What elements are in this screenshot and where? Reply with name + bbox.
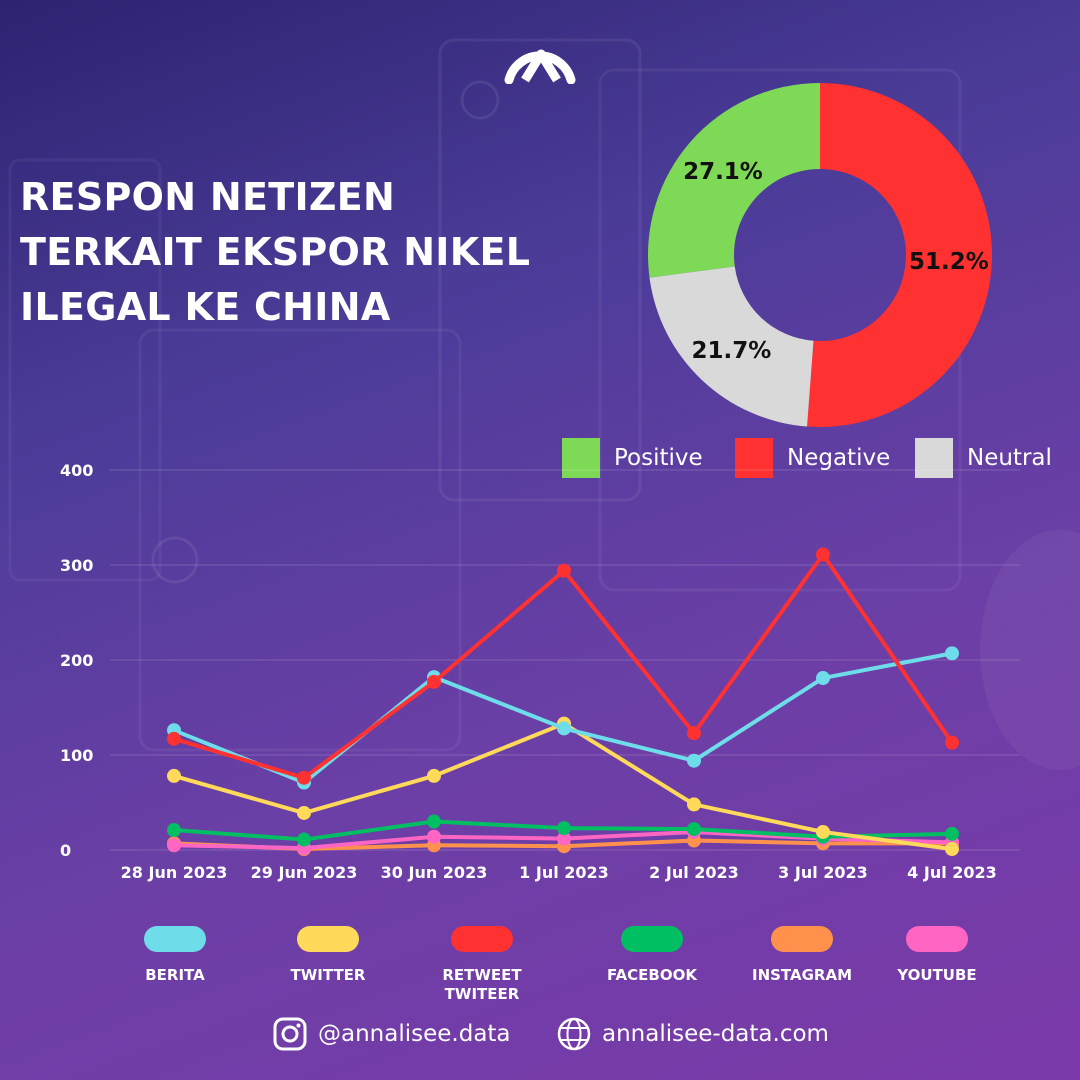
legend-swatch-negative xyxy=(735,438,773,478)
data-point-retweet xyxy=(297,770,311,785)
instagram-link[interactable]: @annalisee.data xyxy=(272,1014,511,1054)
instagram-icon xyxy=(273,1017,307,1051)
brand-logo-icon xyxy=(504,49,576,84)
y-tick-label: 300 xyxy=(60,556,93,575)
donut-slice-negative xyxy=(807,83,993,427)
series-swatch-twitter xyxy=(297,926,359,952)
x-tick-label: 4 Jul 2023 xyxy=(907,863,997,882)
series-legend-twitter: TWITTER xyxy=(258,926,398,985)
data-point-twitter xyxy=(297,805,311,820)
series-swatch-instagram xyxy=(771,926,833,952)
series-swatch-berita xyxy=(144,926,206,952)
y-tick-label: 0 xyxy=(60,841,71,860)
series-label-twitter: TWITTER xyxy=(290,966,366,984)
data-point-twitter xyxy=(427,768,441,783)
series-legend-instagram: INSTAGRAM xyxy=(732,926,872,985)
data-point-twitter xyxy=(167,768,181,783)
x-tick-label: 2 Jul 2023 xyxy=(649,863,739,882)
y-tick-label: 200 xyxy=(60,651,93,670)
donut-slice-neutral xyxy=(649,266,814,427)
y-tick-label: 400 xyxy=(60,461,93,480)
data-point-facebook xyxy=(557,821,571,836)
instagram-handle: @annalisee.data xyxy=(318,1021,511,1047)
data-point-retweet xyxy=(167,731,181,746)
series-legend-youtube: YOUTUBE xyxy=(867,926,1007,985)
legend-item-positive: Positive xyxy=(562,436,703,480)
data-point-retweet xyxy=(687,726,701,741)
x-tick-label: 3 Jul 2023 xyxy=(778,863,868,882)
x-tick-label: 1 Jul 2023 xyxy=(519,863,609,882)
daily-mentions-line-chart: 0 100 200 300 400 28 Jun 2023 29 Jun 2023 30 Ju… xyxy=(60,461,1020,882)
donut-label-neutral: 21.7% xyxy=(692,338,772,364)
legend-label-neutral: Neutral xyxy=(967,445,1052,471)
data-point-berita xyxy=(945,646,959,661)
donut-label-positive: 27.1% xyxy=(683,159,763,185)
data-point-youtube xyxy=(557,831,571,846)
legend-item-negative: Negative xyxy=(735,436,890,480)
series-label-berita: BERITA xyxy=(145,966,205,984)
series-swatch-facebook xyxy=(621,926,683,952)
legend-item-neutral: Neutral xyxy=(915,436,1052,480)
data-point-berita xyxy=(557,721,571,736)
website-link[interactable]: annalisee-data.com xyxy=(556,1014,829,1054)
series-legend-facebook: FACEBOOK xyxy=(582,926,722,985)
y-tick-label: 100 xyxy=(60,746,93,765)
data-point-twitter xyxy=(816,824,830,839)
series-legend-berita: BERITA xyxy=(105,926,245,985)
series-label-retweet: RETWEET TWITEER xyxy=(442,966,522,1003)
data-point-facebook xyxy=(427,814,441,829)
series-label-youtube: YOUTUBE xyxy=(897,966,977,984)
x-tick-label: 28 Jun 2023 xyxy=(121,863,228,882)
title-line-2: TERKAIT EKSPOR NIKEL xyxy=(20,230,531,274)
data-point-facebook xyxy=(687,822,701,837)
data-point-facebook xyxy=(945,826,959,841)
series-label-facebook: FACEBOOK xyxy=(607,966,697,984)
data-point-twitter xyxy=(687,797,701,812)
series-swatch-retweet xyxy=(451,926,513,952)
series-label-instagram: INSTAGRAM xyxy=(751,966,852,984)
legend-label-negative: Negative xyxy=(787,445,891,471)
globe-icon xyxy=(557,1017,591,1051)
title-line-1: RESPON NETIZEN xyxy=(20,175,396,219)
website-url: annalisee-data.com xyxy=(602,1021,829,1047)
series-legend-retweet: RETWEET TWITEER xyxy=(412,926,552,1004)
x-tick-label: 29 Jun 2023 xyxy=(251,863,358,882)
data-point-retweet xyxy=(816,547,830,562)
series-line-retweet xyxy=(173,552,954,780)
data-point-retweet xyxy=(945,735,959,750)
donut-label-negative: 51.2% xyxy=(909,249,989,275)
title-line-3: ILEGAL KE CHINA xyxy=(20,285,391,329)
legend-swatch-neutral xyxy=(915,438,953,478)
data-point-facebook xyxy=(167,823,181,838)
data-point-berita xyxy=(816,671,830,686)
data-point-retweet xyxy=(427,674,441,689)
donut-slice-positive xyxy=(648,83,820,278)
data-point-berita xyxy=(687,753,701,768)
series-swatch-youtube xyxy=(906,926,968,952)
page-title: RESPON NETIZEN TERKAIT EKSPOR NIKEL ILEG… xyxy=(20,170,530,335)
data-point-retweet xyxy=(557,563,571,578)
sentiment-donut-chart: 51.2% 21.7% 27.1% xyxy=(648,83,993,427)
legend-label-positive: Positive xyxy=(614,445,703,471)
data-point-youtube xyxy=(167,838,181,853)
data-point-twitter xyxy=(945,842,959,857)
data-point-youtube xyxy=(427,829,441,844)
x-tick-label: 30 Jun 2023 xyxy=(381,863,488,882)
legend-swatch-positive xyxy=(562,438,600,478)
data-point-facebook xyxy=(297,832,311,847)
